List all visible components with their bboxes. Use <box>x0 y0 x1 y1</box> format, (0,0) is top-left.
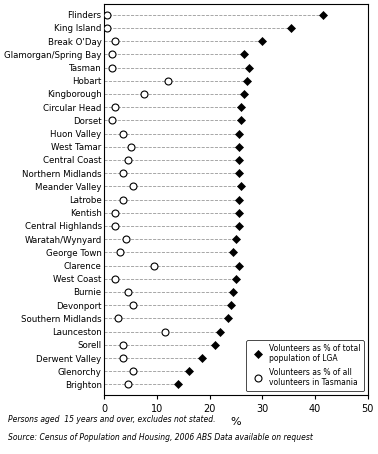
Text: Persons aged  15 years and over, excludes not stated.: Persons aged 15 years and over, excludes… <box>8 415 215 424</box>
Legend: Volunteers as % of total
population of LGA, Volunteers as % of all
volunteers in: Volunteers as % of total population of L… <box>246 340 364 391</box>
Text: Source: Census of Population and Housing, 2006 ABS Data available on request: Source: Census of Population and Housing… <box>8 434 313 442</box>
X-axis label: %: % <box>231 417 242 427</box>
